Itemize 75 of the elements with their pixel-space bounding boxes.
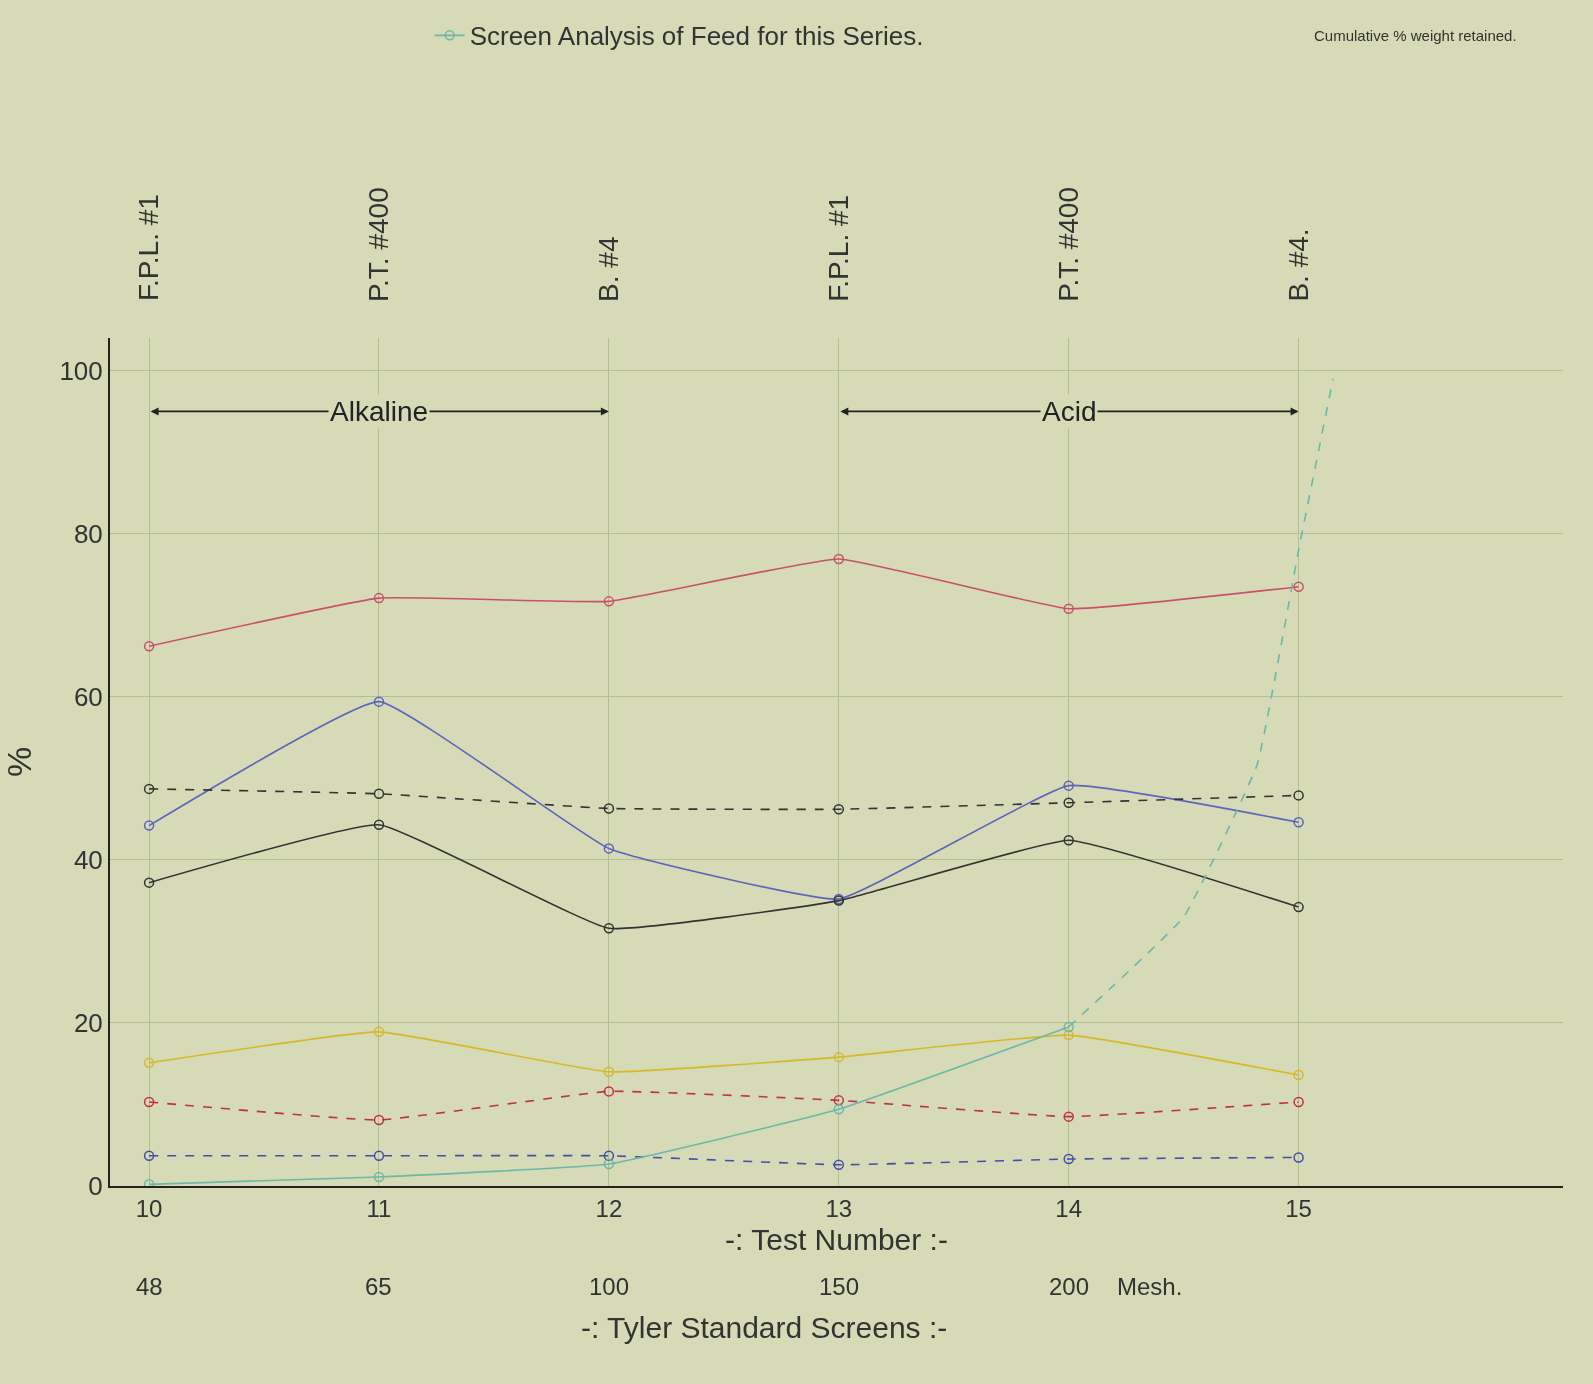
point <box>603 1086 615 1097</box>
point <box>603 1158 615 1170</box>
point <box>1293 817 1304 828</box>
text: Mesh. <box>1117 1273 1183 1300</box>
point <box>373 1114 385 1126</box>
point <box>373 819 385 831</box>
point <box>143 640 155 652</box>
point <box>1063 835 1074 846</box>
text: 48 <box>136 1273 163 1300</box>
y-tick-label: 100 <box>59 355 103 386</box>
point <box>833 553 845 565</box>
x-tick-label: 15 <box>1285 1194 1312 1222</box>
x-tick-label: 11 <box>366 1194 392 1222</box>
text: 200 <box>1049 1273 1090 1300</box>
point <box>143 820 155 831</box>
x-tick-label: 12 <box>595 1194 623 1222</box>
point <box>1063 603 1074 614</box>
point <box>143 877 155 888</box>
point <box>833 1051 845 1063</box>
point <box>1063 797 1074 808</box>
point <box>373 1150 385 1162</box>
annotation: Alkaline <box>330 396 429 427</box>
point <box>833 1104 845 1115</box>
point <box>603 596 615 607</box>
x-tick-label: 14 <box>1055 1194 1083 1222</box>
point <box>833 1095 845 1106</box>
point <box>833 1159 845 1171</box>
y-axis-title: % <box>0 746 38 778</box>
text: 150 <box>819 1273 860 1300</box>
text: -: Tyler Standard Screens :- <box>581 1311 948 1344</box>
point <box>1063 1029 1074 1041</box>
point <box>1063 1021 1074 1033</box>
point <box>833 804 845 815</box>
text: F.P.L. #1 <box>822 194 854 302</box>
point <box>143 1150 155 1162</box>
y-tick-label: 60 <box>73 681 103 712</box>
point <box>603 843 615 854</box>
text: P.T. #400 <box>363 187 394 302</box>
text: 100 <box>589 1273 630 1300</box>
point <box>143 783 155 795</box>
point <box>603 1150 615 1162</box>
point <box>1293 790 1304 801</box>
text: 65 <box>365 1273 392 1300</box>
x-tick-label: 13 <box>825 1194 853 1222</box>
y-tick-label: 40 <box>73 844 103 875</box>
y-tick-label: 0 <box>88 1171 103 1202</box>
x-axis-title: -: Test Number :- <box>725 1222 948 1256</box>
point <box>1063 1111 1074 1122</box>
point <box>373 696 385 707</box>
point <box>143 1057 155 1069</box>
text: F.P.L. #1 <box>133 194 165 302</box>
point <box>603 1066 615 1078</box>
text: B. #4. <box>1282 228 1314 302</box>
point <box>1063 780 1074 791</box>
point <box>1293 1069 1304 1081</box>
text: B. #4 <box>592 236 624 302</box>
legend-label: Screen Analysis of Feed for this Series. <box>469 21 924 52</box>
chart-subtitle: Cumulative % weight retained. <box>1314 27 1517 44</box>
annotation: Acid <box>1042 396 1097 427</box>
point <box>373 1171 385 1183</box>
point <box>603 803 615 814</box>
point <box>1293 1152 1304 1163</box>
point <box>373 1026 385 1038</box>
point <box>373 788 385 800</box>
point <box>1063 1153 1074 1165</box>
y-tick-label: 20 <box>73 1007 103 1038</box>
point <box>143 1096 155 1108</box>
text: P.T. #400 <box>1052 186 1084 302</box>
point <box>1293 901 1304 913</box>
point <box>1293 1096 1304 1108</box>
x-tick-label: 10 <box>135 1194 163 1222</box>
point <box>1293 581 1304 592</box>
point <box>373 592 385 604</box>
y-tick-label: 80 <box>73 518 103 549</box>
point <box>603 923 615 934</box>
